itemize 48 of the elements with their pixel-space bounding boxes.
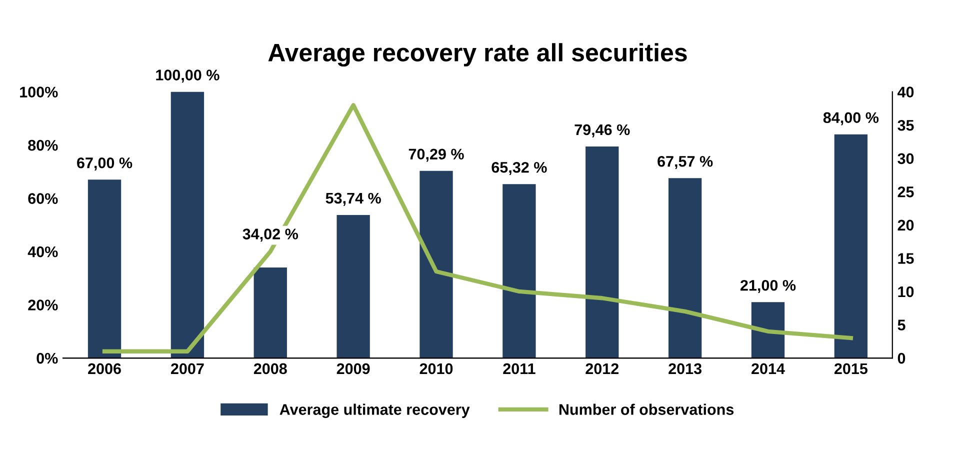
x-tick-label: 2015 [834, 363, 868, 374]
bar [502, 184, 536, 358]
data-label: 84,00 % [823, 112, 879, 126]
bar [170, 92, 204, 358]
y2-tick-label: 0 [898, 352, 906, 364]
y2-tick-label: 15 [898, 253, 914, 264]
x-tick-label: 2007 [170, 363, 204, 374]
x-tick-label: 2006 [88, 363, 121, 374]
x-tick-label: 2011 [503, 363, 536, 374]
bar [586, 146, 619, 358]
x-tick-label: 2012 [586, 363, 619, 374]
bar [668, 178, 702, 358]
x-tick-label: 2013 [668, 363, 702, 374]
data-label: 21,00 % [740, 280, 796, 293]
data-label: 67,57 % [658, 156, 713, 169]
y-tick-label: 40% [28, 246, 58, 258]
x-tick-label: 2014 [752, 363, 785, 374]
y2-tick-label: 5 [898, 320, 906, 330]
data-label: 65,32 % [492, 162, 547, 175]
y2-tick-label: 20 [898, 220, 914, 231]
y-tick-label: 0% [36, 352, 58, 364]
y-tick-label: 100% [20, 86, 58, 98]
y2-tick-label: 40 [897, 86, 914, 98]
y-tick-label: 20% [28, 300, 58, 310]
legend-label: Number of observations [559, 404, 734, 415]
data-label: 53,74 % [326, 192, 381, 206]
chart-title: Average recovery rate all securities [268, 43, 687, 67]
data-label: 100,00 % [156, 70, 220, 83]
bar [751, 302, 785, 358]
data-label: 79,46 % [574, 124, 630, 138]
y-tick-label: 80% [28, 140, 58, 151]
y2-tick-label: 10 [898, 286, 914, 298]
y2-tick-label: 25 [898, 186, 914, 198]
data-label: 67,00 % [77, 157, 132, 171]
y2-tick-label: 35 [898, 120, 914, 131]
bar [420, 170, 453, 358]
bar [834, 134, 868, 358]
data-label: 34,02 % [242, 228, 298, 242]
bar [88, 180, 122, 358]
x-tick-label: 2008 [254, 363, 287, 374]
x-tick-label: 2010 [420, 363, 453, 374]
y-tick-label: 60% [28, 193, 58, 204]
x-tick-label: 2009 [336, 363, 370, 374]
legend-label: Average ultimate recovery [280, 404, 470, 418]
bar [336, 214, 370, 358]
bar [254, 267, 287, 358]
y2-tick-label: 30 [898, 153, 914, 164]
data-label: 70,29 % [408, 148, 464, 162]
